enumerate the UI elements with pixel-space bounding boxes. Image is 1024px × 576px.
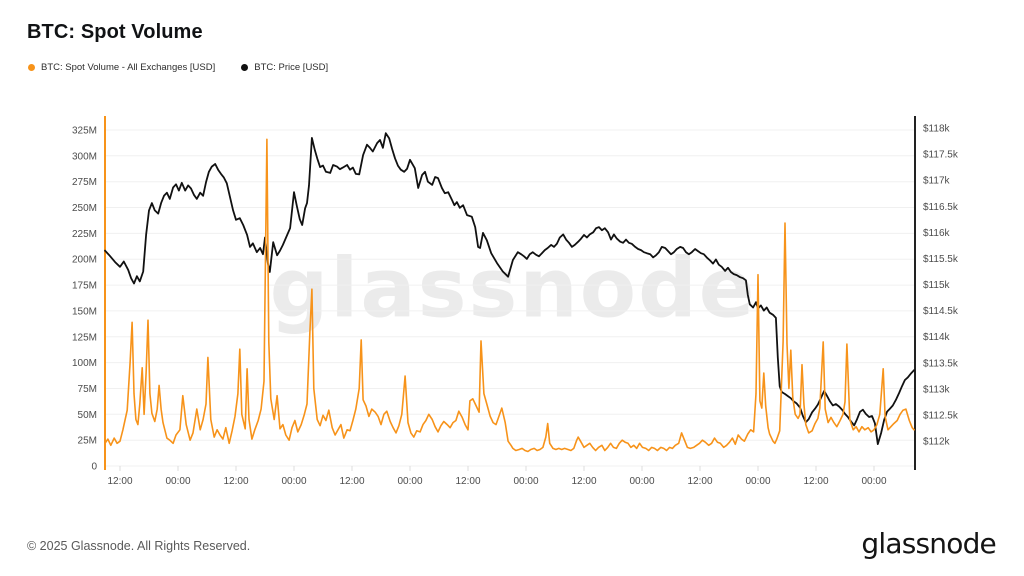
x-axis-tick-label: 00:00 xyxy=(513,476,538,487)
legend-label-spot-volume: BTC: Spot Volume - All Exchanges [USD] xyxy=(41,62,216,73)
left-axis-tick-label: 100M xyxy=(72,358,97,369)
legend-dot-price-icon xyxy=(241,64,249,71)
glassnode-watermark: glassnode xyxy=(269,241,757,337)
legend-label-price: BTC: Price [USD] xyxy=(254,62,329,73)
legend-item-spot-volume[interactable]: BTC: Spot Volume - All Exchanges [USD] xyxy=(28,62,215,73)
x-axis-tick-label: 00:00 xyxy=(281,476,306,487)
x-axis-tick-label: 12:00 xyxy=(687,476,712,487)
left-axis-tick-label: 125M xyxy=(72,332,97,343)
right-axis-tick-label: $115.5k xyxy=(923,254,959,265)
right-axis-tick-label: $115k xyxy=(923,280,951,291)
right-axis-tick-label: $112.5k xyxy=(923,410,959,421)
left-axis-tick-label: 225M xyxy=(72,229,97,240)
right-axis-tick-label: $114.5k xyxy=(923,306,959,317)
copyright-text: © 2025 Glassnode. All Rights Reserved. xyxy=(27,539,251,553)
glassnode-logo: glassnode xyxy=(861,527,996,560)
left-axis-tick-label: 325M xyxy=(72,126,97,137)
x-axis-tick-label: 00:00 xyxy=(397,476,422,487)
left-axis-tick-label: 200M xyxy=(72,255,97,266)
right-axis-tick-label: $113k xyxy=(923,384,951,395)
right-axis-tick-label: $112k xyxy=(923,437,951,448)
left-axis-tick-label: 175M xyxy=(72,281,97,292)
right-axis-tick-label: $116.5k xyxy=(923,202,959,213)
left-axis-tick-label: 150M xyxy=(72,306,97,317)
legend-item-price[interactable]: BTC: Price [USD] xyxy=(241,62,328,73)
x-axis-tick-label: 12:00 xyxy=(339,476,364,487)
legend-dot-spot-volume-icon xyxy=(28,64,35,71)
right-axis-tick-label: $113.5k xyxy=(923,358,959,369)
page-title: BTC: Spot Volume xyxy=(27,21,203,43)
left-axis-tick-label: 275M xyxy=(72,177,97,188)
left-axis-tick-label: 75M xyxy=(78,384,97,395)
legend: BTC: Spot Volume - All Exchanges [USD] B… xyxy=(28,62,328,73)
right-axis-tick-label: $114k xyxy=(923,332,951,343)
x-axis-tick-label: 00:00 xyxy=(629,476,654,487)
left-axis-tick-label: 25M xyxy=(78,436,97,447)
x-axis-tick-label: 12:00 xyxy=(223,476,248,487)
x-axis-tick-label: 12:00 xyxy=(571,476,596,487)
left-axis-tick-label: 300M xyxy=(72,151,97,162)
left-axis-tick-label: 250M xyxy=(72,203,97,214)
left-axis-tick-label: 0 xyxy=(91,462,97,473)
x-axis-tick-label: 12:00 xyxy=(107,476,132,487)
spot-volume-line xyxy=(104,138,915,453)
right-axis-tick-label: $118k xyxy=(923,124,951,135)
right-axis-tick-label: $117k xyxy=(923,176,951,187)
left-axis-tick-label: 50M xyxy=(78,410,97,421)
btc-price-line xyxy=(104,132,915,446)
right-axis-tick-label: $116k xyxy=(923,228,951,239)
x-axis-tick-label: 00:00 xyxy=(745,476,770,487)
x-axis-tick-label: 12:00 xyxy=(803,476,828,487)
x-axis-tick-label: 12:00 xyxy=(455,476,480,487)
x-axis-tick-label: 00:00 xyxy=(861,476,886,487)
right-axis-tick-label: $117.5k xyxy=(923,150,959,161)
x-axis-tick-label: 00:00 xyxy=(165,476,190,487)
